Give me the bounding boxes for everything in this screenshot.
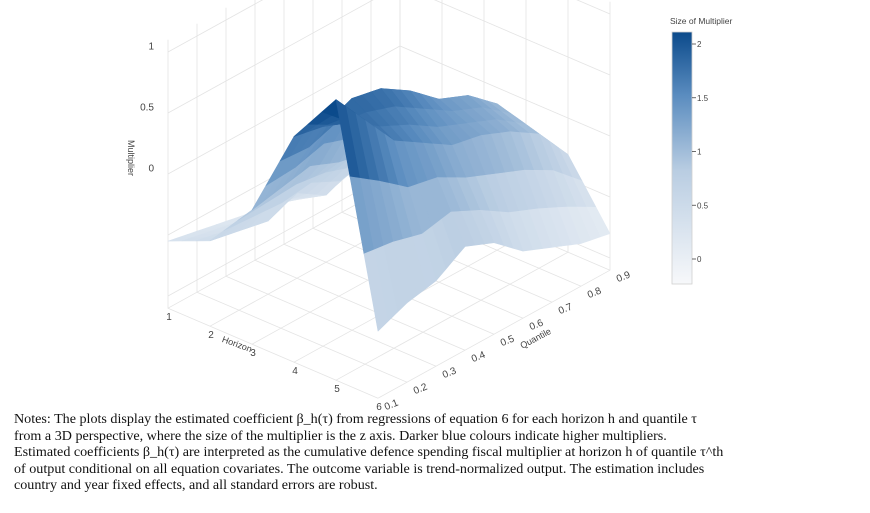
quantile-tick-label: 0.8 [586, 285, 603, 301]
quantile-tick-label: 0.9 [615, 269, 632, 285]
quantile-tick-label: 0.2 [412, 381, 429, 397]
colorbar-tick-label: 0.5 [697, 201, 709, 210]
quantile-tick-label: 0.4 [470, 349, 487, 365]
quantile-tick-labels: 0.1 0.2 0.3 0.4 0.5 0.6 0.7 0.8 0.9 [383, 269, 632, 410]
colorbar-tick-label: 0 [697, 255, 702, 264]
colorbar-tick-label: 1.5 [697, 94, 709, 103]
z-tick-label: 0.5 [140, 103, 154, 114]
quantile-tick-label: 0.5 [499, 333, 516, 349]
z-tick-labels: 00.511.52 [140, 42, 154, 175]
notes-line-2: from a 3D perspective, where the size of… [14, 427, 667, 444]
grid-line-horizon [377, 1, 611, 399]
horizon-tick-label: 1 [166, 312, 172, 323]
horizon-tick-label: 5 [334, 384, 340, 395]
notes-line-4: of output conditional on all equation co… [14, 460, 705, 477]
notes-line-5: country and year fixed effects, and all … [14, 477, 378, 494]
grid-line-z [167, 0, 611, 114]
x-axis-title: Horizon [221, 334, 254, 354]
z-tick-label: 0 [148, 164, 154, 175]
colorbar-title: Size of Multiplier [670, 16, 733, 26]
colorbar-tick-label: 2 [697, 40, 702, 49]
horizon-tick-label: 3 [250, 348, 256, 359]
surface-patch [363, 249, 389, 332]
quantile-tick-label: 0.3 [441, 365, 458, 381]
horizon-tick-label: 4 [292, 366, 298, 377]
horizon-tick-labels: 1 2 3 4 5 6 [166, 312, 382, 410]
quantile-tick-label: 0.7 [557, 301, 574, 317]
colorbar-gradient [671, 31, 693, 285]
surface-layer [167, 88, 611, 332]
horizon-tick-label: 2 [208, 330, 214, 341]
grid-line-z [167, 0, 611, 53]
notes-line-3: Estimated coefficients β_h(τ) are interp… [14, 444, 724, 461]
colorbar-tick-labels: 2 1.5 1 0.5 0 [692, 40, 709, 264]
colorbar: Size of Multiplier 2 1.5 1 0.5 0 [670, 16, 733, 285]
horizon-tick-label: 6 [376, 402, 382, 410]
quantile-tick-label: 0.6 [528, 317, 545, 333]
grid-line-quantile [167, 39, 379, 399]
quantile-tick-label: 0.1 [383, 397, 400, 410]
grid-line-horizon [335, 0, 569, 381]
figure-notes: Notes: The plots display the estimated c… [14, 411, 860, 494]
notes-line-1: Notes: The plots display the estimated c… [14, 411, 697, 427]
z-tick-label: 1 [148, 42, 154, 53]
colorbar-tick-label: 1 [697, 148, 702, 157]
z-axis-title: Multiplier [126, 140, 136, 176]
